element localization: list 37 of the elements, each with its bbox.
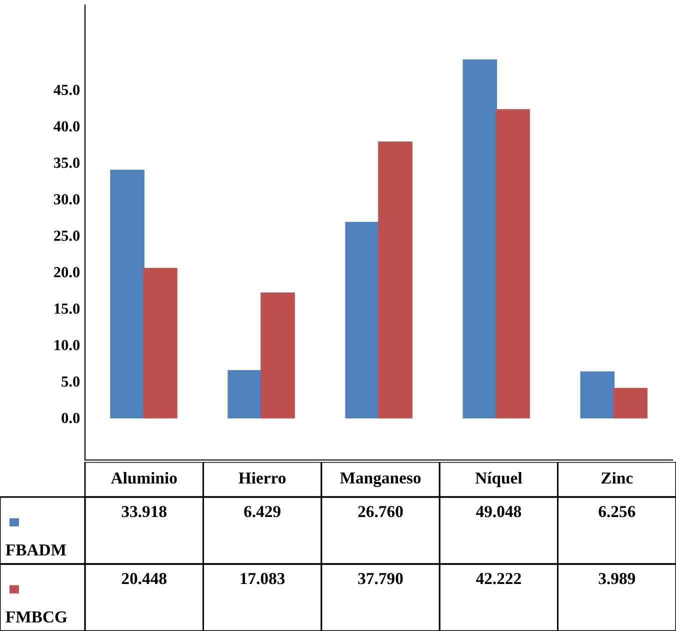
y-tick-label: 25.0 <box>54 230 80 241</box>
x-tick-label: Hierro <box>238 472 286 484</box>
bar <box>260 292 295 418</box>
bar <box>613 388 648 418</box>
legend-label: FMBCG <box>6 611 67 623</box>
x-tick-label: Manganeso <box>340 472 421 488</box>
data-label: 26.760 <box>358 506 403 518</box>
y-tick-label: 5.0 <box>62 376 80 387</box>
data-label: 37.790 <box>358 572 403 584</box>
y-tick-label: 30.0 <box>54 194 80 204</box>
x-tick-label: Níquel <box>475 472 522 488</box>
data-label: 6.429 <box>244 506 280 518</box>
legend-label: FBADM <box>6 544 66 556</box>
data-label: 3.989 <box>598 572 636 584</box>
bar <box>580 371 615 418</box>
x-tick-label: Aluminio <box>110 472 177 484</box>
data-label: 17.083 <box>240 572 285 584</box>
y-tick-label: 35.0 <box>54 158 80 168</box>
bar <box>110 170 144 418</box>
data-label: 49.048 <box>476 506 522 518</box>
y-tick-label: 40.0 <box>54 121 80 132</box>
bar <box>462 59 498 418</box>
x-tick-label: Zinc <box>601 472 633 484</box>
bar <box>143 268 178 418</box>
y-tick-label: 45.0 <box>54 84 80 96</box>
data-label: 20.448 <box>122 572 166 584</box>
data-label: 42.222 <box>476 572 521 584</box>
bar <box>496 109 530 418</box>
y-tick-label: 20.0 <box>54 267 80 278</box>
y-tick-label: 10.0 <box>54 340 80 350</box>
y-tick-label: 0.0 <box>62 412 80 424</box>
data-label: 33.918 <box>122 506 166 518</box>
bar <box>378 141 412 418</box>
bar <box>228 370 262 418</box>
bar <box>345 222 380 418</box>
y-tick-label: 15.0 <box>54 303 80 314</box>
data-label: 6.256 <box>598 506 636 518</box>
